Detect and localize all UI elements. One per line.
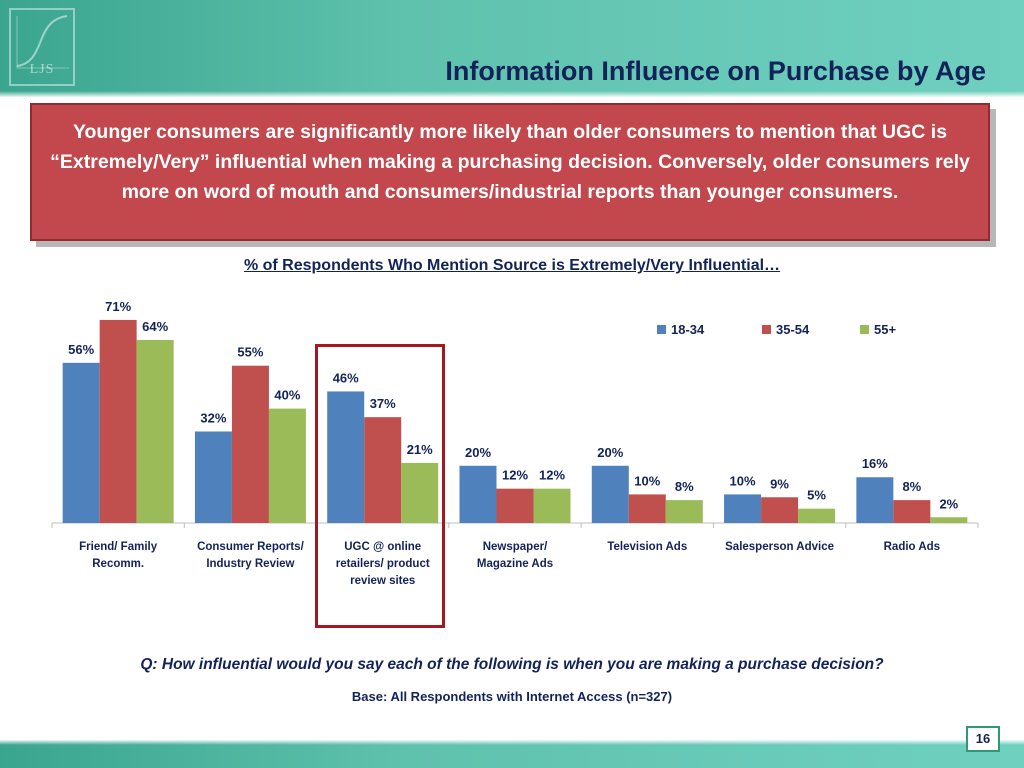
category-label: Salesperson Advice [725,541,834,553]
data-label: 8% [902,479,921,494]
category-label: Industry Review [206,558,294,570]
survey-question: Q: How influential would you say each of… [140,656,884,673]
bar-55+-2 [401,462,439,523]
legend-label-55+: 55+ [874,322,896,337]
data-label: 64% [142,319,168,334]
bar-18-34-2 [327,391,365,523]
chart-title: % of Respondents Who Mention Source is E… [243,257,781,274]
logo-text: LJS [29,62,55,77]
bar-55+-6 [930,517,968,523]
legend-swatch-18-34 [657,325,666,334]
data-label: 16% [862,456,888,471]
company-logo: LJS [9,8,75,86]
bar-18-34-6 [856,477,894,523]
bar-18-34-0 [62,362,100,523]
data-label: 12% [539,468,565,483]
data-label: 20% [465,445,491,460]
bar-55+-0 [136,339,174,523]
page-number: 16 [966,726,1000,752]
data-label: 8% [675,479,694,494]
bar-35-54-0 [99,319,137,523]
data-label: 21% [407,442,433,457]
bar-55+-1 [268,408,306,523]
category-label: retailers/ product [336,558,430,570]
legend-label-35-54: 35-54 [776,322,810,337]
bar-55+-5 [798,508,836,523]
bar-35-54-2 [364,417,402,523]
category-label: Consumer Reports/ [197,541,305,553]
data-label: 71% [105,299,131,314]
data-label: 9% [770,476,789,491]
data-label: 40% [274,388,300,403]
legend-label-18-34: 18-34 [671,322,705,337]
page-title: Information Influence on Purchase by Age [445,56,986,86]
data-label: 10% [730,473,756,488]
category-label: Radio Ads [884,541,940,553]
header-band: LJS Information Influence on Purchase by… [0,0,1024,97]
bar-35-54-3 [496,488,534,523]
category-label: Recomm. [92,558,144,570]
key-finding-callout: Younger consumers are significantly more… [30,103,990,241]
data-label: 32% [200,410,226,425]
bar-35-54-1 [231,365,269,523]
data-label: 5% [807,488,826,503]
category-label: Magazine Ads [477,558,553,570]
data-label: 56% [68,342,94,357]
bar-18-34-3 [459,465,497,523]
legend-swatch-35-54 [762,325,771,334]
bar-55+-4 [665,500,703,523]
category-label: Television Ads [607,541,687,553]
bar-35-54-5 [761,497,799,523]
data-label: 20% [597,445,623,460]
category-label: Friend/ Family [79,541,158,553]
bar-chart: 56% 71% 64% Friend/ Family Recomm. 32% 55% 40% C… [51,299,979,587]
logo-curve-icon [16,15,69,69]
category-label: review sites [350,575,415,587]
data-label: 2% [939,496,958,511]
footer-band [0,740,1024,768]
data-label: 55% [237,345,263,360]
bar-55+-3 [533,488,571,523]
bar-35-54-4 [628,494,666,523]
data-label: 10% [634,473,660,488]
base-note: Base: All Respondents with Internet Acce… [351,689,673,704]
data-label: 37% [370,396,396,411]
bar-18-34-1 [194,431,232,523]
category-label: Newspaper/ [483,541,548,553]
ugc-highlight-box [315,344,445,628]
bar-35-54-6 [893,500,931,523]
legend-swatch-55+ [860,325,869,334]
data-label: 46% [333,370,359,385]
bar-18-34-4 [591,465,629,523]
category-label: UGC @ online [344,541,421,553]
bar-18-34-5 [724,494,762,523]
data-label: 12% [502,468,528,483]
